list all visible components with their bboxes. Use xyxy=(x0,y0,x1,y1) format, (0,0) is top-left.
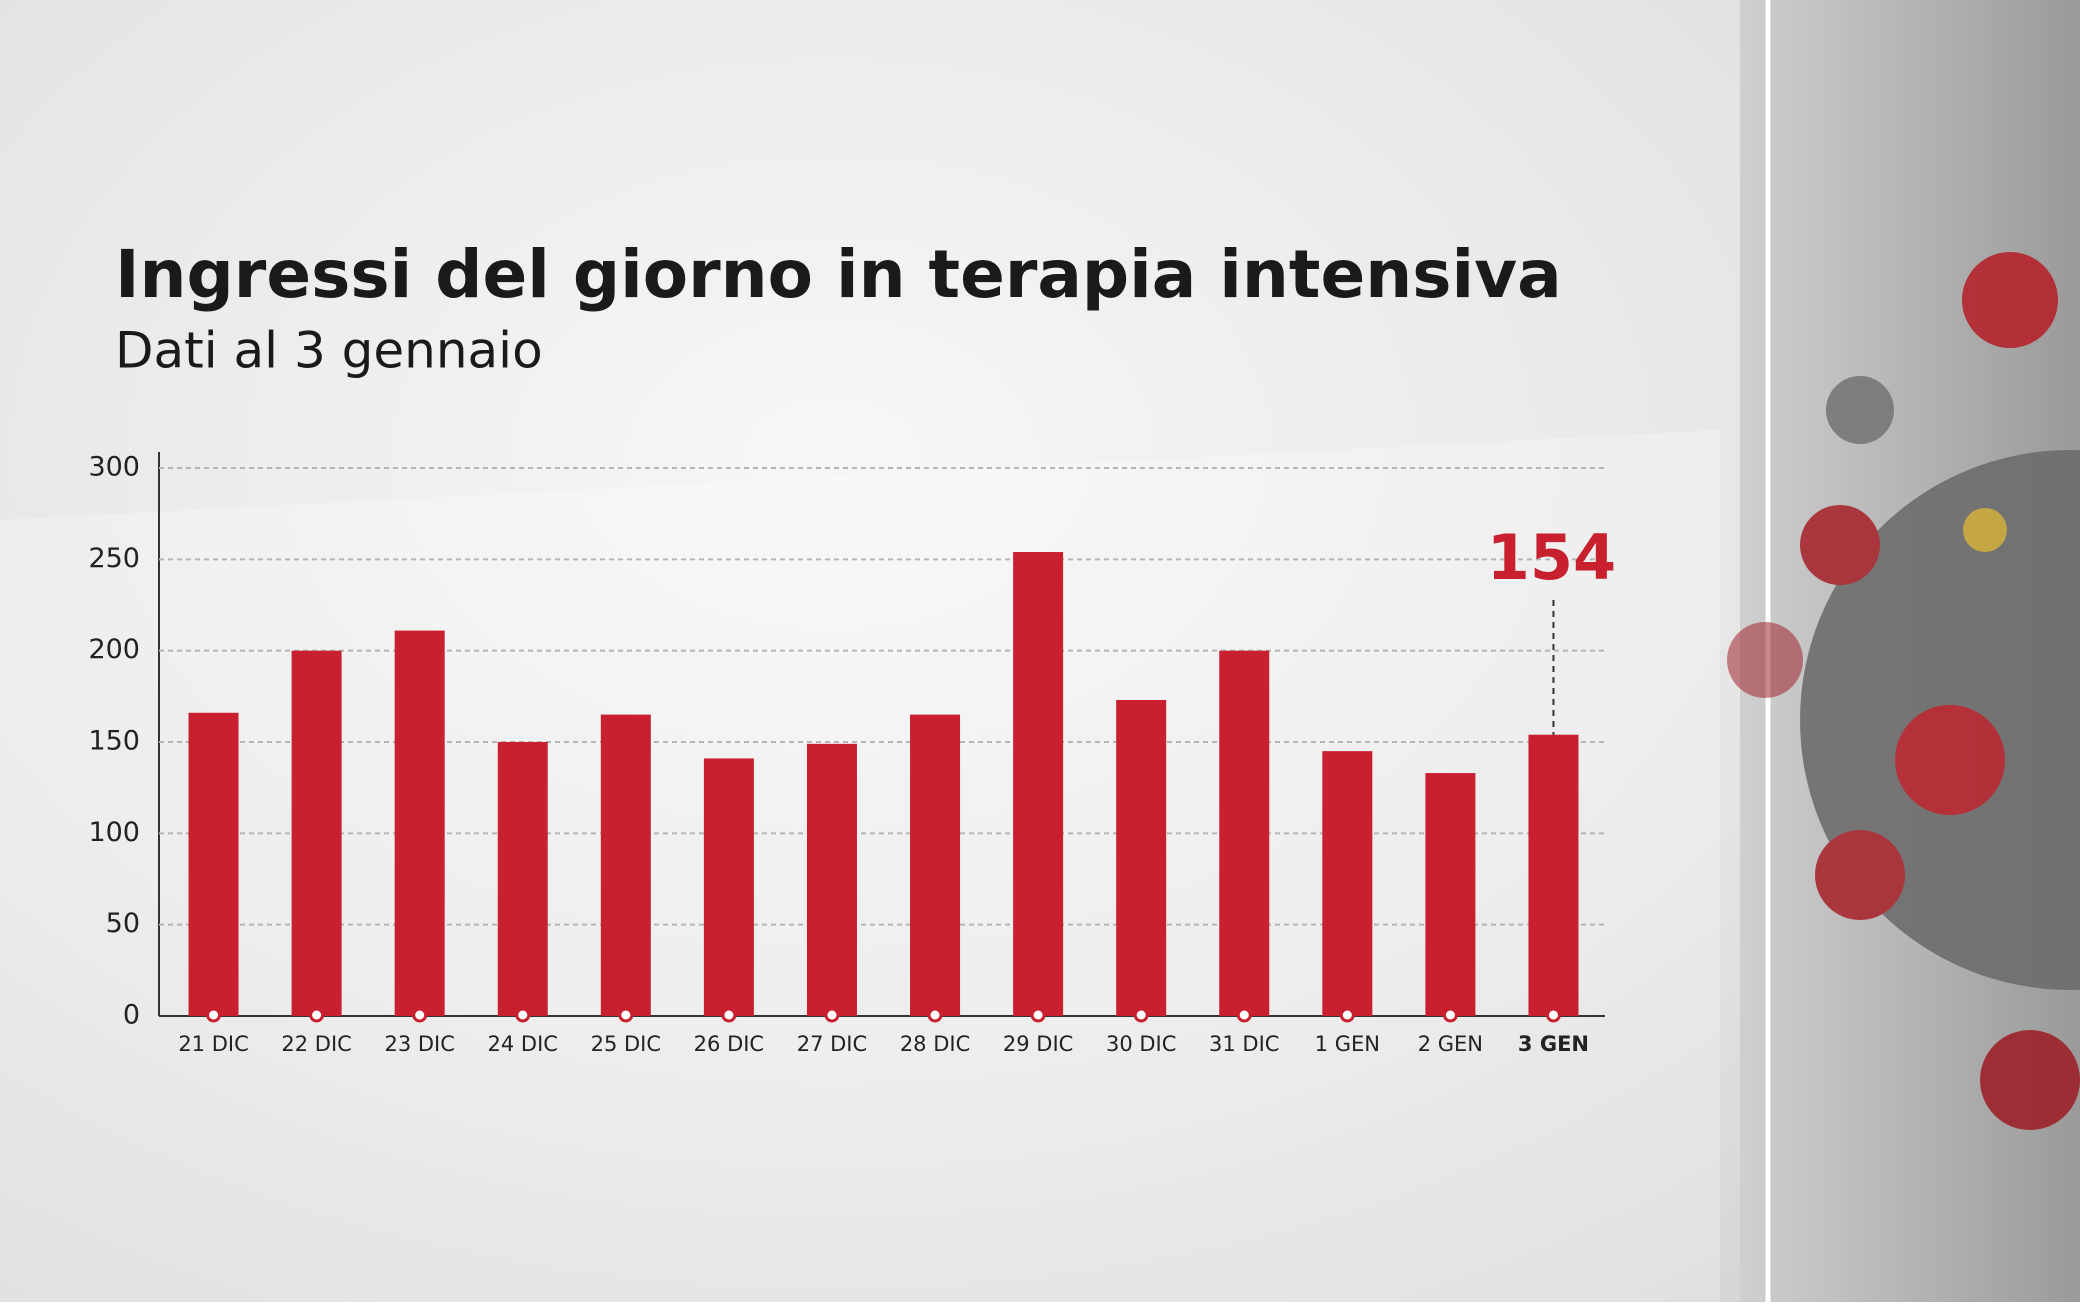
virus-illustration xyxy=(1727,252,2080,1130)
base-dot xyxy=(618,1007,634,1023)
value-label: 154 xyxy=(1487,521,1616,594)
base-dot xyxy=(412,1007,428,1023)
base-dot xyxy=(824,1007,840,1023)
x-tick-label: 27 DIC xyxy=(797,1032,867,1056)
x-tick-label: 3 GEN xyxy=(1518,1032,1589,1056)
base-dot xyxy=(721,1007,737,1023)
base-dot xyxy=(206,1007,222,1023)
x-tick-label: 26 DIC xyxy=(694,1032,764,1056)
base-dot xyxy=(309,1007,325,1023)
x-tick-label: 23 DIC xyxy=(384,1032,454,1056)
chart-title: Ingressi del giorno in terapia intensiva xyxy=(115,236,1562,313)
bar xyxy=(1013,552,1064,1016)
x-tick-label: 22 DIC xyxy=(281,1032,351,1056)
y-tick-label: 250 xyxy=(88,543,140,574)
base-dot xyxy=(1030,1007,1046,1023)
y-tick-label: 100 xyxy=(88,817,140,848)
y-tick-label: 300 xyxy=(88,452,140,483)
bar xyxy=(703,758,754,1016)
base-dot xyxy=(1442,1007,1458,1023)
x-tick-label: 1 GEN xyxy=(1315,1032,1380,1056)
bar xyxy=(806,743,857,1016)
y-tick-label: 150 xyxy=(88,726,140,757)
bar xyxy=(910,714,961,1016)
bar xyxy=(497,742,548,1016)
bar xyxy=(291,650,342,1016)
base-dot xyxy=(1545,1007,1561,1023)
base-dot xyxy=(1236,1007,1252,1023)
x-tick-label: 29 DIC xyxy=(1003,1032,1073,1056)
x-tick-label: 31 DIC xyxy=(1209,1032,1279,1056)
bar xyxy=(1425,773,1476,1016)
x-tick-label: 25 DIC xyxy=(591,1032,661,1056)
y-tick-label: 50 xyxy=(106,908,140,939)
base-dot xyxy=(1339,1007,1355,1023)
bar xyxy=(600,714,651,1016)
base-dot xyxy=(515,1007,531,1023)
base-dot xyxy=(1133,1007,1149,1023)
x-tick-label: 2 GEN xyxy=(1418,1032,1483,1056)
bar xyxy=(1322,751,1373,1016)
bar xyxy=(188,712,239,1016)
bar xyxy=(1219,650,1270,1016)
bar xyxy=(394,630,445,1016)
bar xyxy=(1528,734,1579,1016)
bar xyxy=(1116,699,1167,1016)
x-tick-label: 28 DIC xyxy=(900,1032,970,1056)
x-tick-label: 21 DIC xyxy=(178,1032,248,1056)
x-tick-label: 24 DIC xyxy=(488,1032,558,1056)
y-tick-label: 0 xyxy=(123,1000,140,1031)
y-tick-label: 200 xyxy=(88,634,140,665)
base-dot xyxy=(927,1007,943,1023)
chart-subtitle: Dati al 3 gennaio xyxy=(115,322,543,380)
x-tick-label: 30 DIC xyxy=(1106,1032,1176,1056)
